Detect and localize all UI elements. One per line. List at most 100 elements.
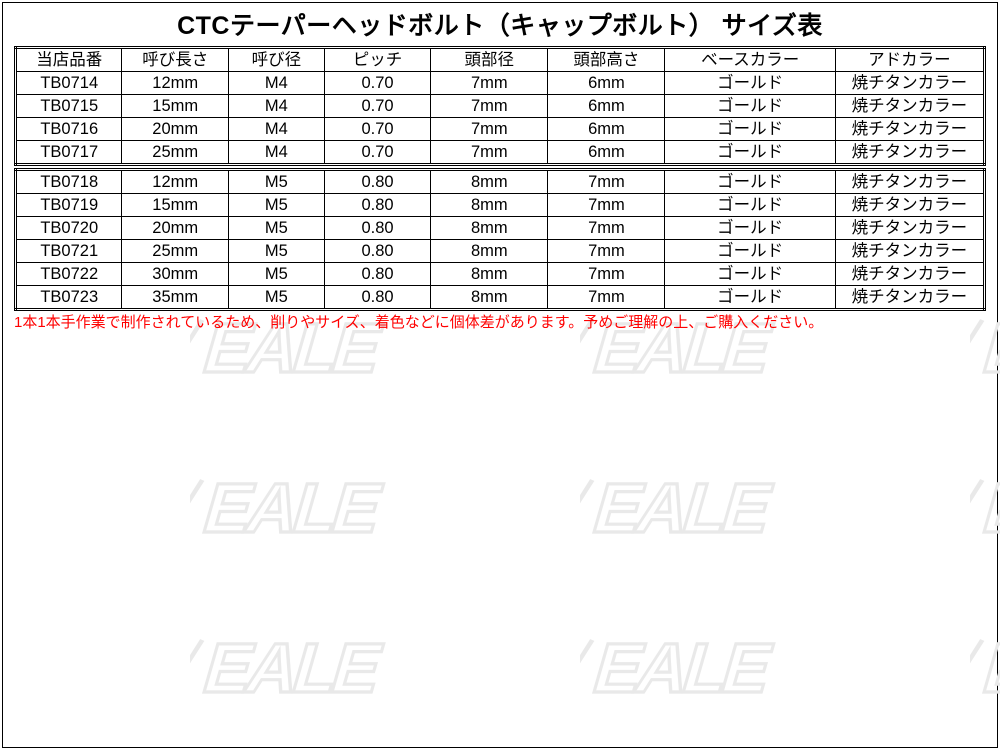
- table-cell: TB0718: [16, 170, 122, 194]
- table-cell: 焼チタンカラー: [835, 217, 984, 240]
- table-cell: 6mm: [548, 118, 665, 141]
- table-cell: 6mm: [548, 141, 665, 165]
- table-cell: 7mm: [431, 118, 548, 141]
- column-header: アドカラー: [835, 48, 984, 72]
- table-cell: 7mm: [431, 72, 548, 95]
- table-cell: TB0720: [16, 217, 122, 240]
- table-row: TB071812mmM50.808mm7mmゴールド焼チタンカラー: [16, 170, 985, 194]
- table-cell: TB0714: [16, 72, 122, 95]
- spec-table-group-1: 当店品番呼び長さ呼び径ピッチ頭部径頭部高さベースカラーアドカラー TB07141…: [14, 46, 986, 166]
- table-cell: 25mm: [122, 141, 228, 165]
- table-row: TB072020mmM50.808mm7mmゴールド焼チタンカラー: [16, 217, 985, 240]
- table-row: TB071515mmM40.707mm6mmゴールド焼チタンカラー: [16, 95, 985, 118]
- table-cell: 焼チタンカラー: [835, 240, 984, 263]
- table-cell: 35mm: [122, 286, 228, 310]
- table-cell: M4: [228, 95, 324, 118]
- table-cell: 焼チタンカラー: [835, 118, 984, 141]
- table-cell: M5: [228, 217, 324, 240]
- table-cell: 7mm: [548, 170, 665, 194]
- table-cell: M4: [228, 72, 324, 95]
- table-cell: TB0723: [16, 286, 122, 310]
- table-cell: M4: [228, 141, 324, 165]
- table-cell: 7mm: [431, 141, 548, 165]
- table-cell: 20mm: [122, 217, 228, 240]
- column-header: 呼び径: [228, 48, 324, 72]
- column-header: 頭部径: [431, 48, 548, 72]
- table-cell: ゴールド: [665, 141, 835, 165]
- table-cell: 30mm: [122, 263, 228, 286]
- table-cell: 焼チタンカラー: [835, 141, 984, 165]
- table-cell: 7mm: [548, 263, 665, 286]
- table-cell: 焼チタンカラー: [835, 194, 984, 217]
- table-cell: 0.80: [324, 286, 430, 310]
- table-cell: 8mm: [431, 217, 548, 240]
- spec-table-group-2: TB071812mmM50.808mm7mmゴールド焼チタンカラーTB07191…: [14, 168, 986, 311]
- disclaimer-note: 1本1本手作業で制作されているため、削りやサイズ、着色などに個体差があります。予…: [14, 313, 986, 333]
- table-cell: 焼チタンカラー: [835, 170, 984, 194]
- table-cell: ゴールド: [665, 217, 835, 240]
- column-header: 頭部高さ: [548, 48, 665, 72]
- page-title: CTCテーパーヘッドボルト（キャップボルト） サイズ表: [14, 6, 986, 42]
- table-row: TB071915mmM50.808mm7mmゴールド焼チタンカラー: [16, 194, 985, 217]
- table-cell: 25mm: [122, 240, 228, 263]
- table-cell: 12mm: [122, 170, 228, 194]
- table-cell: 0.80: [324, 217, 430, 240]
- table-cell: 0.80: [324, 263, 430, 286]
- table-head: 当店品番呼び長さ呼び径ピッチ頭部径頭部高さベースカラーアドカラー: [16, 48, 985, 72]
- table-body-2: TB071812mmM50.808mm7mmゴールド焼チタンカラーTB07191…: [16, 170, 985, 310]
- table-cell: TB0716: [16, 118, 122, 141]
- table-cell: 0.80: [324, 194, 430, 217]
- table-cell: 7mm: [548, 217, 665, 240]
- table-cell: ゴールド: [665, 240, 835, 263]
- table-cell: 0.80: [324, 240, 430, 263]
- table-cell: 焼チタンカラー: [835, 95, 984, 118]
- table-cell: M5: [228, 194, 324, 217]
- column-header: 呼び長さ: [122, 48, 228, 72]
- table-cell: ゴールド: [665, 118, 835, 141]
- table-cell: 0.70: [324, 95, 430, 118]
- table-cell: 7mm: [548, 240, 665, 263]
- table-cell: 7mm: [548, 194, 665, 217]
- table-cell: TB0721: [16, 240, 122, 263]
- table-row: TB072125mmM50.808mm7mmゴールド焼チタンカラー: [16, 240, 985, 263]
- table-cell: 8mm: [431, 240, 548, 263]
- table-cell: M5: [228, 263, 324, 286]
- table-row: TB071725mmM40.707mm6mmゴールド焼チタンカラー: [16, 141, 985, 165]
- table-row: TB071412mmM40.707mm6mmゴールド焼チタンカラー: [16, 72, 985, 95]
- table-cell: M5: [228, 286, 324, 310]
- table-cell: M5: [228, 240, 324, 263]
- table-cell: 8mm: [431, 286, 548, 310]
- table-cell: 焼チタンカラー: [835, 286, 984, 310]
- table-cell: 0.70: [324, 141, 430, 165]
- column-header: ベースカラー: [665, 48, 835, 72]
- table-cell: 8mm: [431, 194, 548, 217]
- table-cell: ゴールド: [665, 194, 835, 217]
- table-cell: 8mm: [431, 170, 548, 194]
- table-cell: M5: [228, 170, 324, 194]
- table-cell: 0.70: [324, 118, 430, 141]
- table-row: TB072230mmM50.808mm7mmゴールド焼チタンカラー: [16, 263, 985, 286]
- table-cell: TB0722: [16, 263, 122, 286]
- header-row: 当店品番呼び長さ呼び径ピッチ頭部径頭部高さベースカラーアドカラー: [16, 48, 985, 72]
- table-cell: 20mm: [122, 118, 228, 141]
- table-cell: 15mm: [122, 194, 228, 217]
- table-cell: ゴールド: [665, 170, 835, 194]
- table-cell: M4: [228, 118, 324, 141]
- table-cell: 0.70: [324, 72, 430, 95]
- table-cell: 焼チタンカラー: [835, 72, 984, 95]
- table-cell: 6mm: [548, 95, 665, 118]
- table-cell: 7mm: [548, 286, 665, 310]
- column-header: ピッチ: [324, 48, 430, 72]
- table-cell: 6mm: [548, 72, 665, 95]
- table-cell: 焼チタンカラー: [835, 263, 984, 286]
- table-cell: ゴールド: [665, 95, 835, 118]
- table-cell: TB0715: [16, 95, 122, 118]
- table-cell: ゴールド: [665, 72, 835, 95]
- table-row: TB072335mmM50.808mm7mmゴールド焼チタンカラー: [16, 286, 985, 310]
- table-row: TB071620mmM40.707mm6mmゴールド焼チタンカラー: [16, 118, 985, 141]
- table-cell: 8mm: [431, 263, 548, 286]
- content-area: CTCテーパーヘッドボルト（キャップボルト） サイズ表 当店品番呼び長さ呼び径ピ…: [0, 0, 1000, 333]
- table-cell: 0.80: [324, 170, 430, 194]
- table-cell: TB0719: [16, 194, 122, 217]
- table-cell: 15mm: [122, 95, 228, 118]
